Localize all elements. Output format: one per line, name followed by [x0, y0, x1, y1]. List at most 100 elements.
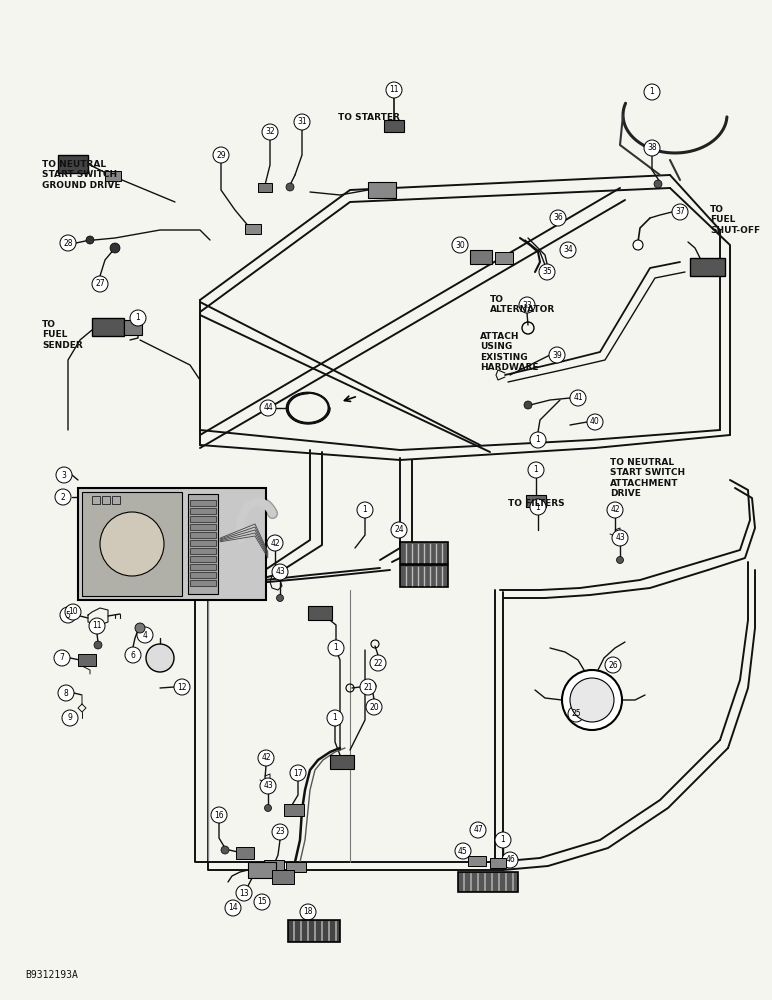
Text: 1: 1: [649, 88, 655, 97]
Text: 23: 23: [275, 828, 285, 836]
Bar: [188, 494, 218, 594]
Bar: [124, 320, 142, 335]
Bar: [526, 495, 546, 507]
Circle shape: [265, 804, 272, 812]
Text: 1: 1: [500, 836, 506, 844]
Text: 1: 1: [536, 502, 540, 512]
Bar: [190, 556, 216, 562]
Text: 8: 8: [63, 688, 69, 698]
Text: 47: 47: [473, 826, 482, 834]
Text: B9312193A: B9312193A: [25, 970, 78, 980]
Circle shape: [327, 710, 343, 726]
Circle shape: [110, 243, 120, 253]
Text: 12: 12: [178, 682, 187, 692]
Text: ATTACH
USING
EXISTING
HARDWARE: ATTACH USING EXISTING HARDWARE: [480, 332, 539, 372]
Circle shape: [568, 706, 584, 722]
Circle shape: [560, 242, 576, 258]
Circle shape: [612, 530, 628, 546]
Text: TO
FUEL
SENDER: TO FUEL SENDER: [42, 320, 83, 350]
Circle shape: [174, 679, 190, 695]
Circle shape: [130, 310, 146, 326]
Text: 41: 41: [573, 393, 583, 402]
Circle shape: [54, 650, 70, 666]
Bar: [92, 318, 124, 336]
Circle shape: [89, 618, 105, 634]
Bar: [190, 564, 216, 570]
Text: 1: 1: [536, 436, 540, 444]
Bar: [284, 804, 304, 816]
Circle shape: [605, 657, 621, 673]
Circle shape: [452, 237, 468, 253]
Text: 42: 42: [610, 506, 620, 514]
Circle shape: [135, 623, 145, 633]
Text: 20: 20: [369, 702, 379, 712]
Text: 1: 1: [334, 644, 338, 652]
Text: 5: 5: [66, 610, 70, 619]
Circle shape: [644, 84, 660, 100]
Bar: [400, 542, 448, 564]
Text: 1: 1: [363, 506, 367, 514]
Circle shape: [286, 183, 294, 191]
Text: 36: 36: [553, 214, 563, 223]
Text: TO STARTER: TO STARTER: [338, 113, 400, 122]
Text: 27: 27: [95, 279, 105, 288]
Circle shape: [100, 512, 164, 576]
Text: 28: 28: [63, 238, 73, 247]
Text: 11: 11: [389, 86, 399, 95]
Circle shape: [58, 685, 74, 701]
Text: 42: 42: [270, 538, 279, 548]
Bar: [272, 870, 294, 884]
Circle shape: [654, 180, 662, 188]
Text: 44: 44: [263, 403, 273, 412]
Circle shape: [125, 647, 141, 663]
Text: 22: 22: [373, 658, 383, 668]
Circle shape: [62, 710, 78, 726]
Circle shape: [366, 699, 382, 715]
Circle shape: [290, 765, 306, 781]
Circle shape: [221, 846, 229, 854]
Text: 32: 32: [266, 127, 275, 136]
Bar: [264, 860, 284, 872]
Circle shape: [570, 390, 586, 406]
Bar: [245, 224, 261, 234]
Bar: [190, 524, 216, 530]
Circle shape: [495, 832, 511, 848]
Bar: [82, 492, 182, 596]
Text: 24: 24: [394, 526, 404, 534]
Bar: [400, 565, 448, 587]
Circle shape: [530, 432, 546, 448]
Bar: [308, 606, 332, 620]
Text: 29: 29: [216, 150, 226, 159]
Bar: [190, 508, 216, 514]
Circle shape: [260, 778, 276, 794]
Circle shape: [137, 627, 153, 643]
Text: 42: 42: [261, 754, 271, 762]
Circle shape: [236, 885, 252, 901]
Text: TO NEUTRAL
START SWITCH
GROUND DRIVE: TO NEUTRAL START SWITCH GROUND DRIVE: [42, 160, 120, 190]
Bar: [190, 572, 216, 578]
Bar: [468, 856, 486, 866]
Circle shape: [360, 679, 376, 695]
Text: 3: 3: [62, 471, 66, 480]
Circle shape: [86, 236, 94, 244]
Text: 37: 37: [676, 208, 685, 217]
Text: 35: 35: [542, 267, 552, 276]
Bar: [112, 496, 120, 504]
Circle shape: [470, 822, 486, 838]
Text: 7: 7: [59, 654, 64, 662]
Bar: [78, 654, 96, 666]
Text: TO
ALTERNATOR: TO ALTERNATOR: [490, 295, 555, 314]
Text: 13: 13: [239, 888, 249, 898]
Circle shape: [370, 655, 386, 671]
Bar: [58, 155, 88, 173]
Bar: [236, 847, 254, 859]
Text: 9: 9: [68, 714, 73, 722]
Circle shape: [607, 502, 623, 518]
Bar: [330, 755, 354, 769]
Bar: [384, 120, 404, 132]
Circle shape: [276, 594, 283, 601]
Text: 43: 43: [263, 782, 273, 790]
Circle shape: [672, 204, 688, 220]
Circle shape: [550, 210, 566, 226]
Text: 18: 18: [303, 908, 313, 916]
